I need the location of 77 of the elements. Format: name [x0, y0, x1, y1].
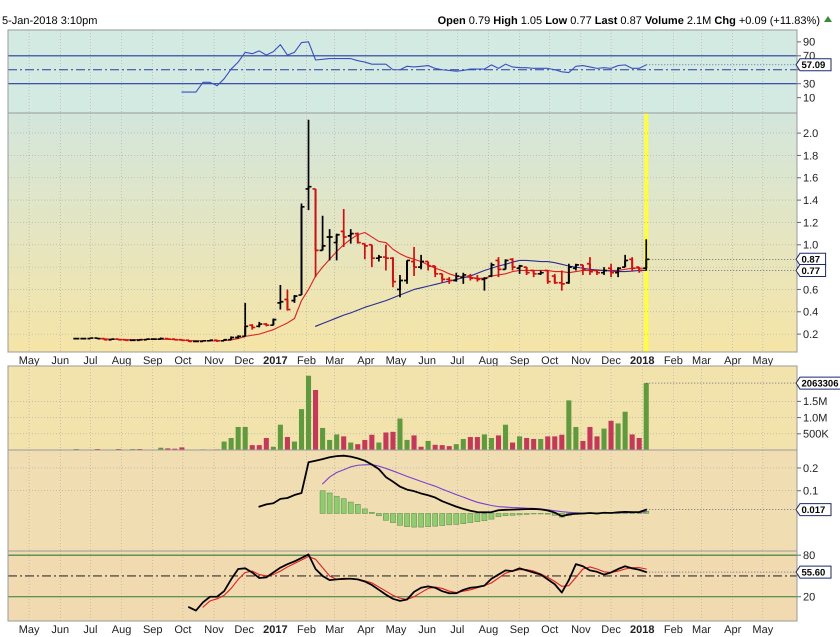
x-tick-label: Feb: [664, 624, 683, 636]
x-tick-label: Apr: [357, 624, 375, 636]
x-tick-label: Mar: [325, 355, 344, 367]
x-tick-label: Aug: [112, 355, 132, 367]
x-tick-label: Nov: [571, 355, 592, 367]
y-tick-label: 0.2: [803, 328, 818, 341]
annotation: 0.017: [802, 504, 826, 516]
x-tick-label: Jun: [418, 624, 436, 636]
text: Open 0.79 High 1.05 Low 0.77 Last 0.87 Volume 2.1M Chg +0.09 (+11.83%): [438, 15, 820, 27]
y-tick-label: 1.4: [803, 194, 818, 207]
annotation: 0.77: [802, 266, 820, 277]
x-tick-label: Mar: [692, 355, 712, 367]
x-tick-label: May: [752, 624, 774, 636]
annotation: 57.09: [802, 60, 826, 72]
x-tick-label: 2018: [630, 355, 654, 367]
x-tick-label: Aug: [478, 624, 498, 636]
y-tick-label: 30: [803, 78, 816, 91]
x-tick-label: May: [386, 624, 407, 636]
y-tick-label: 500K: [803, 428, 830, 441]
x-tick-label: 2018: [630, 624, 654, 636]
x-tick-label: Aug: [478, 355, 498, 367]
x-tick-label: Apr: [724, 355, 742, 367]
y-tick-label: 1.2: [803, 217, 818, 230]
x-tick-label: May: [752, 355, 774, 367]
y-tick-label: 0.2: [803, 462, 818, 475]
x-tick-label: Oct: [174, 355, 192, 367]
y-tick-label: 1.0M: [803, 412, 828, 424]
x-tick-label: May: [18, 355, 40, 367]
x-tick-label: Jun: [51, 355, 70, 367]
annotation: 55.60: [802, 567, 826, 578]
x-tick-label: Sep: [510, 355, 530, 367]
x-tick-label: Sep: [142, 355, 163, 367]
x-tick-label: Aug: [112, 624, 132, 636]
y-tick-label: 80: [803, 550, 816, 562]
x-tick-label: Apr: [357, 355, 375, 367]
x-tick-label: Jul: [83, 624, 98, 636]
y-tick-label: 1.8: [803, 150, 818, 162]
y-tick-label: 1.6: [803, 172, 818, 185]
y-tick-label: 0.1: [803, 486, 818, 498]
x-tick-label: Oct: [174, 624, 192, 636]
x-tick-label: Oct: [541, 355, 558, 367]
y-tick-label: 0.4: [803, 306, 818, 319]
x-tick-label: Jun: [51, 624, 70, 636]
x-tick-label: Feb: [297, 355, 316, 367]
y-tick-label: 20: [803, 592, 816, 604]
x-tick-label: May: [18, 624, 40, 636]
x-tick-label: Sep: [510, 624, 530, 636]
x-tick-label: Dec: [601, 355, 622, 367]
y-tick-label: 90: [803, 36, 816, 49]
annotation: 0.87: [802, 254, 820, 266]
y-tick-label: 1.0: [803, 240, 818, 252]
x-tick-label: Jul: [450, 355, 464, 367]
x-tick-label: Nov: [204, 624, 224, 636]
x-tick-label: Dec: [601, 624, 622, 636]
x-tick-label: Feb: [297, 624, 316, 636]
chart-subtitle: 5-Jan-2018 3:10pm: [2, 15, 98, 27]
x-tick-label: Apr: [724, 624, 742, 636]
y-tick-label: 2.0: [803, 128, 818, 140]
x-tick-label: Jun: [418, 355, 436, 367]
x-tick-label: Dec: [234, 624, 254, 636]
y-tick-label: 10: [803, 92, 816, 105]
y-tick-label: 0.6: [803, 284, 818, 296]
y-tick-label: 1.5M: [803, 396, 828, 408]
x-tick-label: Jul: [450, 624, 464, 636]
x-tick-label: Jul: [83, 355, 98, 367]
annotation: 2063306: [802, 378, 838, 390]
x-tick-label: Feb: [664, 355, 683, 367]
x-tick-label: Sep: [142, 624, 163, 636]
x-tick-label: Oct: [541, 624, 558, 636]
x-tick-label: Mar: [325, 624, 344, 636]
x-tick-label: Mar: [692, 624, 712, 636]
x-tick-label: Dec: [234, 355, 254, 367]
x-tick-label: Nov: [571, 624, 592, 636]
x-tick-label: 2017: [263, 355, 288, 367]
x-tick-label: May: [386, 355, 407, 367]
x-tick-label: 2017: [263, 624, 288, 636]
x-tick-label: Nov: [204, 355, 224, 367]
